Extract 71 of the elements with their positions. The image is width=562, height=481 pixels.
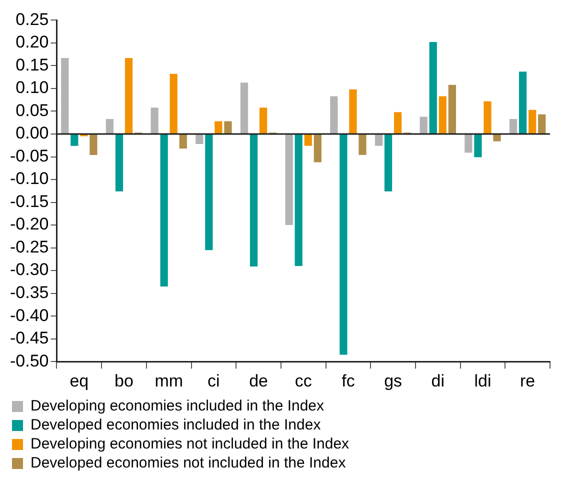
legend-label: Developing economies included in the Index — [30, 398, 325, 415]
x-tick-label: di — [431, 371, 445, 390]
y-tick-label: -0.40 — [10, 306, 49, 325]
legend-label: Developing economies not included in the Index — [30, 436, 350, 453]
y-tick-label: 0.15 — [16, 55, 49, 74]
y-tick-label: -0.45 — [10, 328, 49, 348]
bar — [519, 72, 527, 134]
bar — [205, 134, 213, 250]
bar — [224, 121, 232, 134]
bar — [304, 134, 312, 146]
bar — [464, 134, 472, 153]
x-tick-label: fc — [342, 371, 356, 390]
bar — [493, 134, 501, 142]
y-tick-label: -0.15 — [10, 192, 49, 211]
bar — [106, 118, 114, 134]
bar — [150, 108, 158, 134]
bar — [160, 134, 168, 286]
bar — [448, 84, 456, 134]
bar — [70, 134, 78, 146]
bar — [294, 134, 302, 266]
bar — [394, 112, 402, 134]
x-tick-label: bo — [114, 371, 134, 390]
y-tick-label: -0.20 — [10, 214, 49, 234]
legend-label: Developed economies included in the Index — [30, 416, 322, 434]
x-tick-label: gs — [384, 371, 402, 390]
bar — [484, 101, 492, 134]
bar — [509, 118, 518, 134]
x-tick-label: re — [520, 371, 536, 390]
bar — [420, 116, 428, 134]
y-tick-label: 0.05 — [16, 100, 49, 120]
y-tick-label: -0.10 — [10, 169, 49, 188]
bar — [170, 74, 178, 134]
x-tick-label: ci — [208, 371, 220, 390]
x-tick-label: eq — [70, 371, 89, 390]
bar — [61, 58, 69, 134]
x-tick-label: cc — [294, 371, 312, 390]
bar — [214, 121, 222, 134]
bar — [538, 114, 546, 134]
bar — [240, 82, 248, 134]
y-tick-label: -0.35 — [10, 283, 49, 302]
bar — [358, 134, 366, 155]
x-tick-label: ldi — [474, 371, 492, 390]
bar — [330, 96, 338, 134]
y-tick-label: 0.20 — [16, 32, 49, 52]
y-tick-label: -0.50 — [10, 351, 49, 370]
bar — [314, 134, 322, 162]
x-tick-label: de — [249, 371, 268, 390]
bar — [124, 58, 133, 134]
y-tick-label: 0.25 — [16, 10, 49, 29]
bar — [438, 96, 446, 134]
bar — [285, 134, 293, 226]
bar — [115, 134, 124, 192]
bar — [429, 42, 437, 134]
bar — [528, 110, 536, 134]
legend-label: Developed economies not included in the Index — [30, 454, 346, 472]
bar — [374, 134, 383, 146]
bar — [259, 108, 268, 134]
bar — [474, 134, 482, 158]
x-tick-label: mm — [154, 371, 184, 390]
y-tick-label: -0.05 — [10, 146, 49, 166]
y-tick-label: 0.10 — [16, 78, 49, 98]
bar — [349, 89, 357, 134]
bar — [90, 134, 98, 155]
y-tick-label: -0.30 — [10, 260, 49, 280]
bar — [179, 134, 187, 149]
bar — [340, 134, 348, 355]
bar — [384, 134, 392, 192]
y-tick-label: 0.00 — [16, 124, 49, 143]
y-tick-label: -0.25 — [10, 237, 49, 256]
bar — [196, 134, 204, 144]
bar — [250, 134, 258, 266]
